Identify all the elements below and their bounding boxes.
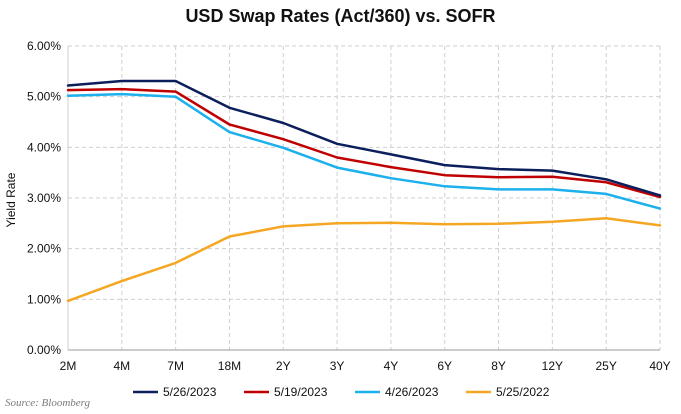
y-tick-label: 4.00% [27,140,61,154]
y-tick-label: 0.00% [27,343,61,357]
legend: 5/26/2023 5/19/2023 4/26/2023 5/25/2022 [133,385,550,399]
x-tick-label: 4Y [384,359,399,373]
y-tick-label: 3.00% [27,191,61,205]
x-tick-label: 40Y [649,359,670,373]
legend-label: 4/26/2023 [385,385,439,399]
x-tick-label: 2Y [276,359,291,373]
series-lines [66,79,662,303]
y-tick-label: 1.00% [27,292,61,306]
axes: 0.00% 1.00% 2.00% 3.00% 4.00% 5.00% 6.00% 2M 4M 7… [27,39,671,373]
legend-label: 5/25/2022 [496,385,550,399]
legend-label: 5/26/2023 [163,385,217,399]
series-line-5/26/2023 [66,79,662,197]
x-tick-label: 3Y [330,359,345,373]
gridlines [68,45,661,350]
y-tick-label: 2.00% [27,242,61,256]
chart-title: USD Swap Rates (Act/360) vs. SOFR [185,6,496,26]
x-tick-label: 12Y [542,359,563,373]
y-tick-label: 5.00% [27,90,61,104]
x-tick-label: 18M [218,359,241,373]
x-tick-label: 7M [167,359,184,373]
series-line-4/26/2023 [66,92,662,210]
x-tick-label: 25Y [596,359,617,373]
x-tick-label: 8Y [491,359,506,373]
y-tick-label: 6.00% [27,39,61,53]
x-tick-label: 2M [60,359,77,373]
legend-label: 5/19/2023 [274,385,328,399]
x-tick-label: 4M [113,359,130,373]
x-tick-label: 6Y [437,359,452,373]
series-line-5/25/2022 [66,217,662,303]
series-line-5/19/2023 [66,87,662,199]
source-note: Source: Bloomberg [5,397,91,409]
